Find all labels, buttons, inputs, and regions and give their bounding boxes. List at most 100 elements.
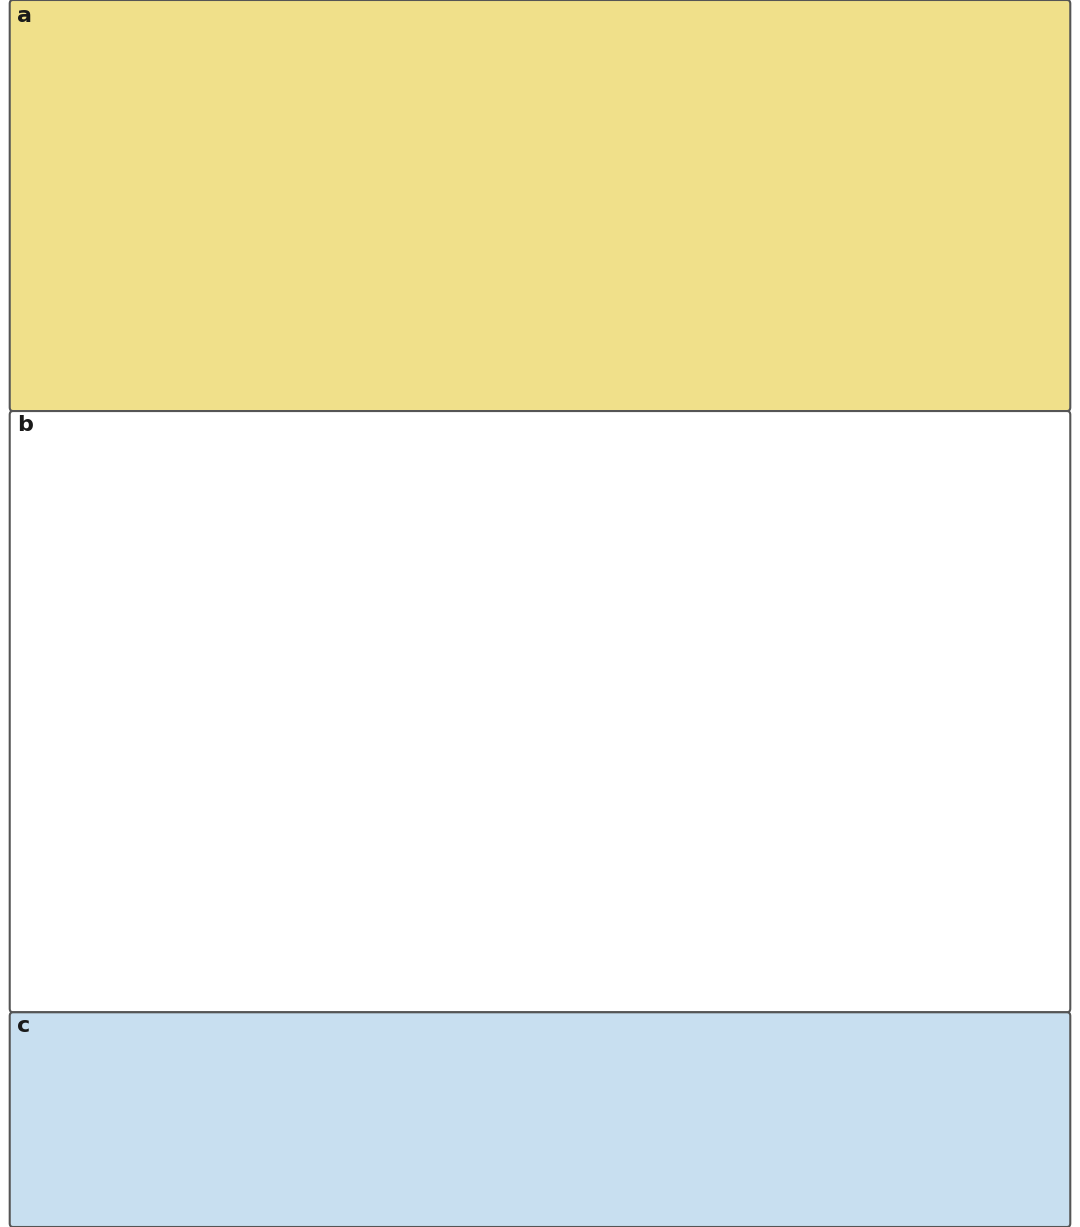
Text: NH: NH bbox=[600, 726, 619, 740]
Ellipse shape bbox=[430, 1118, 442, 1128]
Text: NH₂: NH₂ bbox=[920, 328, 935, 336]
Polygon shape bbox=[674, 358, 699, 373]
Text: NH₂: NH₂ bbox=[249, 328, 265, 336]
Polygon shape bbox=[1031, 358, 1056, 373]
Ellipse shape bbox=[658, 1120, 680, 1125]
Circle shape bbox=[162, 117, 175, 124]
Text: +: + bbox=[626, 502, 636, 512]
Text: O: O bbox=[888, 518, 899, 531]
Text: +: + bbox=[341, 693, 351, 703]
Polygon shape bbox=[997, 120, 1025, 137]
Text: NH₂: NH₂ bbox=[964, 328, 980, 336]
Text: Me: Me bbox=[987, 621, 1002, 631]
Text: dihydropyren-1-yl)butanoate (PyMA): dihydropyren-1-yl)butanoate (PyMA) bbox=[779, 640, 977, 650]
Circle shape bbox=[170, 104, 183, 112]
Text: NH₂: NH₂ bbox=[41, 328, 55, 336]
Polygon shape bbox=[83, 120, 329, 126]
Circle shape bbox=[99, 117, 111, 124]
Ellipse shape bbox=[578, 1104, 591, 1113]
Polygon shape bbox=[121, 345, 143, 356]
Polygon shape bbox=[301, 120, 329, 137]
Polygon shape bbox=[557, 1189, 753, 1191]
Polygon shape bbox=[91, 1191, 265, 1199]
Text: "Ring-opening": "Ring-opening" bbox=[381, 234, 471, 245]
Text: O: O bbox=[143, 937, 153, 951]
Circle shape bbox=[260, 113, 273, 119]
Polygon shape bbox=[783, 363, 1031, 373]
Polygon shape bbox=[265, 1189, 286, 1199]
Ellipse shape bbox=[180, 1158, 204, 1163]
Circle shape bbox=[160, 121, 173, 128]
Polygon shape bbox=[873, 345, 893, 356]
Polygon shape bbox=[827, 345, 849, 356]
Text: (DMAEMA): (DMAEMA) bbox=[511, 968, 569, 978]
Text: O: O bbox=[444, 783, 454, 796]
Text: NH₂: NH₂ bbox=[831, 328, 846, 336]
Ellipse shape bbox=[116, 1101, 131, 1109]
Text: —NH: —NH bbox=[354, 286, 378, 296]
Ellipse shape bbox=[440, 1092, 453, 1102]
Ellipse shape bbox=[609, 1114, 620, 1124]
Text: S: S bbox=[777, 762, 784, 774]
Circle shape bbox=[167, 108, 180, 115]
Circle shape bbox=[202, 104, 215, 112]
Text: Fluorescence Detection: Fluorescence Detection bbox=[896, 1034, 1008, 1131]
Text: 2-[Methacrylatoethyl] trimethyl: 2-[Methacrylatoethyl] trimethyl bbox=[94, 801, 270, 811]
Ellipse shape bbox=[589, 1128, 600, 1137]
Polygon shape bbox=[604, 345, 625, 356]
Text: NH₂: NH₂ bbox=[166, 328, 180, 336]
Circle shape bbox=[102, 113, 114, 119]
Text: O: O bbox=[806, 693, 815, 706]
Text: N-((2-((2-allyl-1,3-dioxo-2,3-dihydro-1H-: N-((2-((2-allyl-1,3-dioxo-2,3-dihydro-1H… bbox=[432, 829, 648, 839]
Text: Functionalized Polymer Chains: Functionalized Polymer Chains bbox=[489, 130, 670, 142]
Text: NH₂: NH₂ bbox=[517, 328, 532, 336]
Text: Releasing: Releasing bbox=[351, 1079, 391, 1131]
Text: Glycidyl methacrylate: Glycidyl methacrylate bbox=[127, 617, 257, 631]
Text: NH₂: NH₂ bbox=[82, 328, 97, 336]
Text: Customized GMA-based: Customized GMA-based bbox=[510, 110, 650, 124]
Polygon shape bbox=[163, 345, 184, 356]
Ellipse shape bbox=[684, 1109, 704, 1117]
Text: O: O bbox=[444, 679, 454, 692]
Polygon shape bbox=[964, 1189, 987, 1199]
Circle shape bbox=[131, 117, 144, 124]
Circle shape bbox=[233, 104, 246, 112]
Circle shape bbox=[258, 117, 271, 124]
Polygon shape bbox=[470, 345, 491, 356]
Text: HO: HO bbox=[403, 260, 419, 270]
Polygon shape bbox=[324, 1189, 519, 1191]
Text: O: O bbox=[181, 521, 192, 536]
Text: O: O bbox=[752, 575, 762, 589]
Text: indolin]-1'-yl)ethyl acrylate (SPMA): indolin]-1'-yl)ethyl acrylate (SPMA) bbox=[783, 849, 972, 860]
Circle shape bbox=[138, 104, 151, 112]
Polygon shape bbox=[731, 1189, 753, 1199]
Text: "One-Step" Anchoring: "One-Step" Anchoring bbox=[498, 59, 662, 72]
Ellipse shape bbox=[208, 1161, 226, 1169]
Text: 2-(3',3'-dimethyl-6-nitrospiro[chromene-2,2'-: 2-(3',3'-dimethyl-6-nitrospiro[chromene-… bbox=[756, 829, 999, 839]
Polygon shape bbox=[559, 345, 580, 356]
Polygon shape bbox=[779, 126, 997, 137]
Text: N: N bbox=[354, 733, 364, 747]
Ellipse shape bbox=[106, 1133, 120, 1141]
Ellipse shape bbox=[405, 1106, 417, 1115]
Text: O: O bbox=[454, 936, 464, 950]
Text: b: b bbox=[17, 415, 33, 434]
Text: propyl sulfonate (DVBAPS): propyl sulfonate (DVBAPS) bbox=[467, 640, 613, 650]
Text: (GMA): (GMA) bbox=[174, 639, 211, 652]
Circle shape bbox=[192, 121, 205, 128]
Circle shape bbox=[231, 108, 244, 115]
Polygon shape bbox=[961, 345, 983, 356]
Text: N: N bbox=[219, 904, 229, 919]
Polygon shape bbox=[783, 345, 804, 356]
Text: Any Aminated-Substrates: Any Aminated-Substrates bbox=[93, 155, 253, 167]
Circle shape bbox=[133, 113, 146, 119]
Ellipse shape bbox=[93, 1121, 112, 1129]
Polygon shape bbox=[791, 1189, 987, 1191]
Polygon shape bbox=[38, 358, 311, 363]
Circle shape bbox=[96, 121, 109, 128]
Circle shape bbox=[136, 108, 149, 115]
Text: N: N bbox=[669, 866, 679, 880]
Polygon shape bbox=[426, 358, 699, 363]
Text: (NIPAM): (NIPAM) bbox=[171, 968, 214, 978]
Circle shape bbox=[194, 117, 207, 124]
